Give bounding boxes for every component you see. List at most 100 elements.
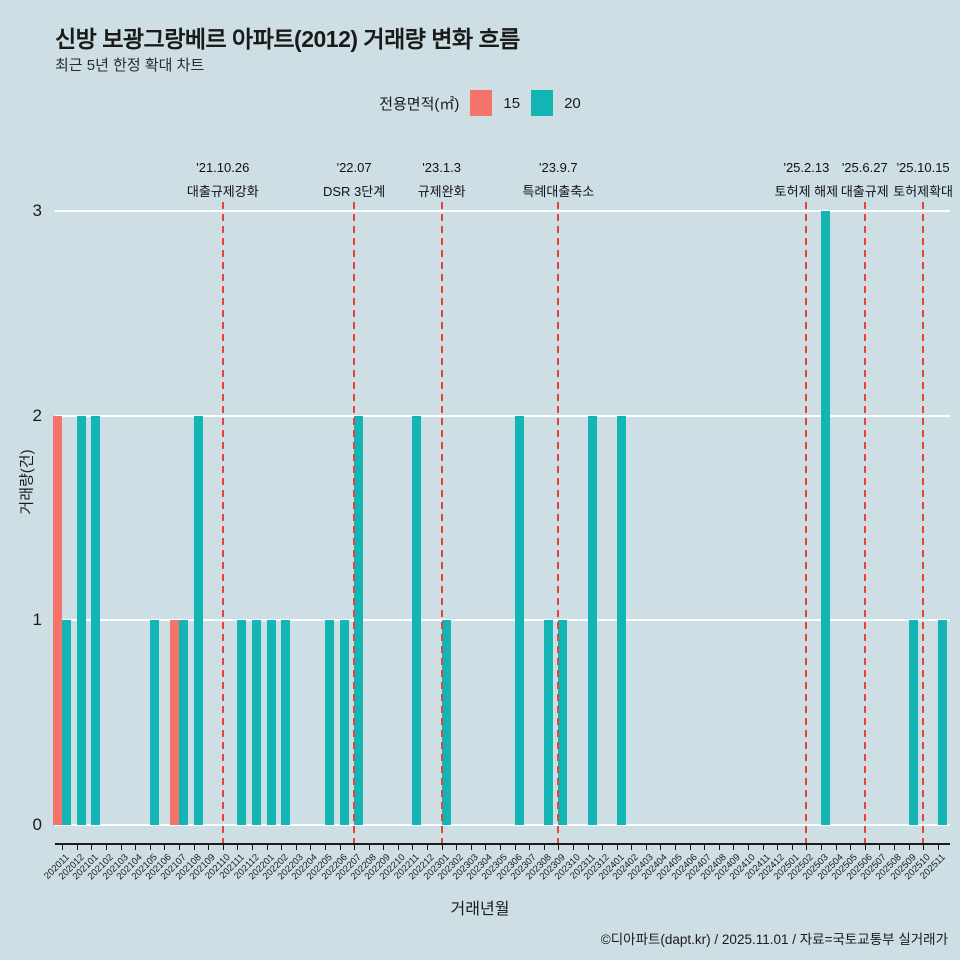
bar-20-202112 [251, 620, 261, 825]
event-line-202510 [922, 202, 925, 843]
bar-20-202108 [193, 415, 203, 825]
y-tick-label-1: 1 [32, 610, 42, 630]
x-tick [106, 845, 108, 850]
x-axis-line [55, 843, 950, 845]
x-tick [762, 845, 764, 850]
x-tick [281, 845, 283, 850]
x-tick [485, 845, 487, 850]
x-tick [645, 845, 647, 850]
x-tick [354, 845, 356, 850]
event-date-202506: '25.6.27 [841, 160, 888, 175]
bar-20-202111 [237, 620, 247, 825]
bar-20-202503 [820, 211, 830, 825]
x-tick [427, 845, 429, 850]
x-tick [251, 845, 253, 850]
x-tick [397, 845, 399, 850]
gridline-1 [55, 619, 950, 622]
event-line-202502 [805, 202, 808, 843]
x-tick [820, 845, 822, 850]
x-tick [937, 845, 939, 850]
bar-20-202509 [908, 620, 918, 825]
bar-20-202306 [514, 415, 524, 825]
bar-20-202201 [266, 620, 276, 825]
x-tick [704, 845, 706, 850]
x-tick [558, 845, 560, 850]
x-tick [456, 845, 458, 850]
x-tick [923, 845, 925, 850]
event-line-202506 [863, 202, 866, 843]
bar-20-202207 [354, 415, 364, 825]
x-tick [733, 845, 735, 850]
legend-swatch-20 [531, 90, 554, 116]
x-tick [266, 845, 268, 850]
event-label-202207: DSR 3단계 [322, 184, 386, 199]
bar-20-202309 [558, 620, 568, 825]
bar-20-202511 [937, 620, 947, 825]
x-tick [514, 845, 516, 850]
x-tick [149, 845, 151, 850]
x-tick [500, 845, 501, 850]
bar-20-202401 [616, 415, 626, 825]
legend-title: 전용면적(㎡) [379, 95, 460, 113]
bar-20-202308 [543, 620, 553, 825]
x-tick [164, 845, 166, 850]
bar-20-202301 [441, 620, 451, 825]
x-tick [412, 845, 414, 850]
bar-20-202105 [149, 620, 159, 825]
event-date-202510: '25.10.15 [896, 160, 950, 175]
chart-subtitle: 최근 5년 한정 확대 차트 [55, 57, 205, 74]
x-tick [791, 845, 793, 850]
gridline-2 [55, 414, 950, 417]
event-date-202207: '22.07 [336, 160, 372, 175]
gridline-3 [55, 210, 950, 212]
y-tick-label-0: 0 [32, 815, 42, 834]
x-tick [135, 845, 137, 850]
x-tick [120, 845, 122, 850]
x-tick [237, 845, 239, 850]
x-tick [368, 845, 370, 850]
event-label-202301: 규제완화 [417, 184, 466, 199]
bar-20-202311 [587, 415, 597, 825]
x-tick [324, 845, 326, 850]
x-tick [91, 845, 93, 850]
bar-20-202012 [76, 415, 86, 825]
footer-credit: ©디아파트(dapt.kr) / 2025.11.01 / 자료=국토교통부 실… [600, 932, 948, 947]
legend-label-15: 15 [503, 94, 521, 112]
x-tick [208, 845, 210, 850]
x-tick [310, 845, 312, 850]
x-tick [777, 845, 779, 850]
x-tick [616, 845, 618, 850]
chart-title: 신방 보광그랑베르 아파트(2012) 거래량 변화 흐름 [55, 26, 520, 52]
x-tick [893, 845, 895, 850]
x-tick [748, 845, 750, 850]
bar-20-202211 [412, 415, 422, 825]
x-tick [179, 845, 181, 850]
legend: 전용면적(㎡) 15 20 [0, 90, 960, 116]
y-tick-label-3: 3 [32, 201, 42, 220]
event-label-202506: 대출규제 [840, 184, 889, 199]
event-line-202110 [221, 202, 224, 843]
x-tick [835, 845, 837, 850]
event-label-202502: 토허제 해제 [774, 184, 839, 199]
x-tick [543, 845, 545, 850]
x-tick [850, 845, 852, 850]
event-date-202502: '25.2.13 [783, 160, 830, 175]
legend-label-20: 20 [564, 94, 581, 112]
bar-15-202011 [53, 415, 63, 825]
x-tick [470, 845, 472, 850]
event-label-202309: 특례대출축소 [522, 184, 595, 199]
x-tick [718, 845, 720, 850]
bar-20-202011 [62, 620, 72, 825]
x-tick [631, 845, 633, 850]
x-tick [587, 845, 589, 850]
bar-20-202205 [324, 620, 334, 825]
y-axis-title: 거래량(건) [18, 449, 36, 515]
x-tick [864, 845, 866, 850]
x-tick [806, 845, 808, 850]
event-date-202309: '23.9.7 [539, 160, 578, 175]
bar-20-202206 [339, 620, 349, 825]
gridline-0 [55, 824, 950, 826]
event-label-202510: 토허제확대 [893, 184, 954, 199]
bar-20-202107 [179, 620, 189, 825]
event-date-202301: '23.1.3 [422, 160, 461, 175]
